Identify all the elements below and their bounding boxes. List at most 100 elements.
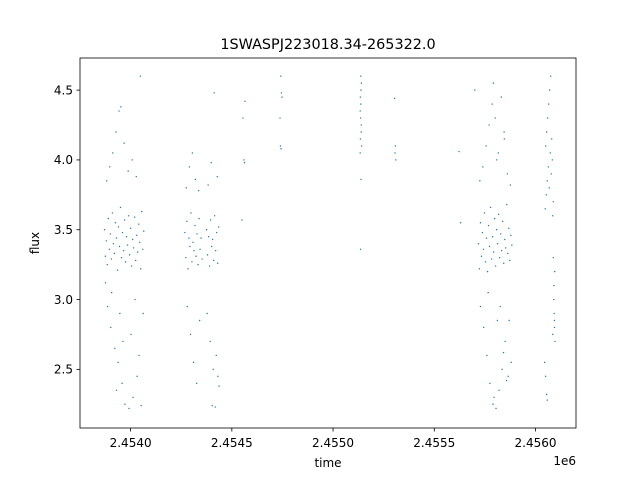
data-point xyxy=(502,351,505,354)
data-point xyxy=(495,229,498,231)
data-point xyxy=(394,152,396,154)
data-point xyxy=(504,238,506,241)
data-point xyxy=(117,361,119,364)
data-point xyxy=(195,382,198,385)
data-point xyxy=(205,229,208,231)
data-point xyxy=(215,354,217,357)
data-point xyxy=(496,243,499,245)
data-point xyxy=(120,106,122,108)
data-point xyxy=(210,245,213,248)
data-point xyxy=(186,220,188,223)
data-point xyxy=(552,215,554,217)
data-point xyxy=(509,184,512,186)
data-point xyxy=(480,255,483,257)
data-point xyxy=(189,333,192,336)
data-point xyxy=(498,389,500,391)
data-point xyxy=(115,389,118,391)
data-point xyxy=(485,237,488,239)
data-point xyxy=(553,326,556,329)
data-point xyxy=(503,131,505,133)
data-point xyxy=(133,216,136,218)
data-point xyxy=(121,231,124,234)
data-point xyxy=(553,312,555,315)
data-point xyxy=(481,231,484,234)
data-point xyxy=(123,142,125,144)
data-point xyxy=(207,236,210,238)
data-point xyxy=(483,212,486,214)
data-point xyxy=(127,215,130,217)
data-point xyxy=(279,117,281,119)
data-point xyxy=(103,229,106,231)
data-point xyxy=(547,103,550,105)
data-point xyxy=(484,261,487,263)
data-point xyxy=(188,166,191,168)
data-point xyxy=(241,219,243,221)
data-point xyxy=(111,212,114,214)
data-point xyxy=(280,75,282,77)
data-point xyxy=(548,187,550,189)
data-point xyxy=(120,256,123,259)
data-point xyxy=(501,368,503,371)
data-point xyxy=(108,248,111,250)
data-point xyxy=(486,270,489,273)
data-point xyxy=(195,255,197,257)
data-point xyxy=(548,89,551,91)
data-point xyxy=(124,403,126,405)
data-point xyxy=(497,152,499,154)
data-point xyxy=(216,175,218,178)
data-point xyxy=(211,238,214,241)
data-point xyxy=(549,75,552,77)
data-point xyxy=(142,248,144,250)
y-axis-ticks: 2.5 3.0 3.5 4.0 4.5 xyxy=(54,83,80,377)
data-point xyxy=(489,382,491,385)
data-point xyxy=(242,117,244,119)
data-point xyxy=(136,375,138,378)
data-point xyxy=(119,312,121,315)
data-point xyxy=(502,220,504,223)
data-point xyxy=(510,234,512,237)
data-point xyxy=(359,248,362,250)
data-point xyxy=(106,180,108,182)
data-point xyxy=(505,379,508,382)
data-point xyxy=(279,145,282,147)
data-point xyxy=(494,265,497,267)
data-point xyxy=(479,180,481,182)
data-point xyxy=(214,249,217,252)
data-point xyxy=(474,89,476,91)
y-tick-label: 3.0 xyxy=(54,293,73,307)
data-point xyxy=(553,284,555,287)
data-point xyxy=(501,249,503,252)
data-point xyxy=(115,237,118,239)
data-point xyxy=(192,361,195,364)
data-point xyxy=(215,231,218,234)
data-point xyxy=(552,201,555,203)
data-point xyxy=(500,96,502,98)
data-point xyxy=(395,159,397,161)
data-point xyxy=(212,368,214,371)
data-point xyxy=(200,237,202,239)
x-tick-label: 2.4555 xyxy=(413,436,455,450)
data-point xyxy=(197,263,199,266)
data-point xyxy=(482,326,485,329)
data-point xyxy=(106,263,109,266)
data-point xyxy=(104,255,107,257)
data-point xyxy=(198,217,200,220)
data-point xyxy=(360,131,362,133)
data-point xyxy=(209,340,211,343)
data-point xyxy=(546,399,548,401)
data-point xyxy=(214,406,216,408)
data-point xyxy=(281,96,283,98)
data-points xyxy=(103,75,556,410)
x-axis-offset-label: 1e6 xyxy=(553,454,576,468)
y-tick-label: 4.5 xyxy=(54,83,73,97)
data-point xyxy=(551,138,553,140)
data-point xyxy=(107,217,110,220)
data-point xyxy=(360,178,362,181)
chart-title: 1SWASPJ223018.34-265322.0 xyxy=(220,37,435,53)
data-point xyxy=(498,256,501,259)
data-point xyxy=(137,251,139,253)
data-point xyxy=(105,240,108,242)
data-point xyxy=(128,254,131,256)
data-point xyxy=(194,178,197,181)
